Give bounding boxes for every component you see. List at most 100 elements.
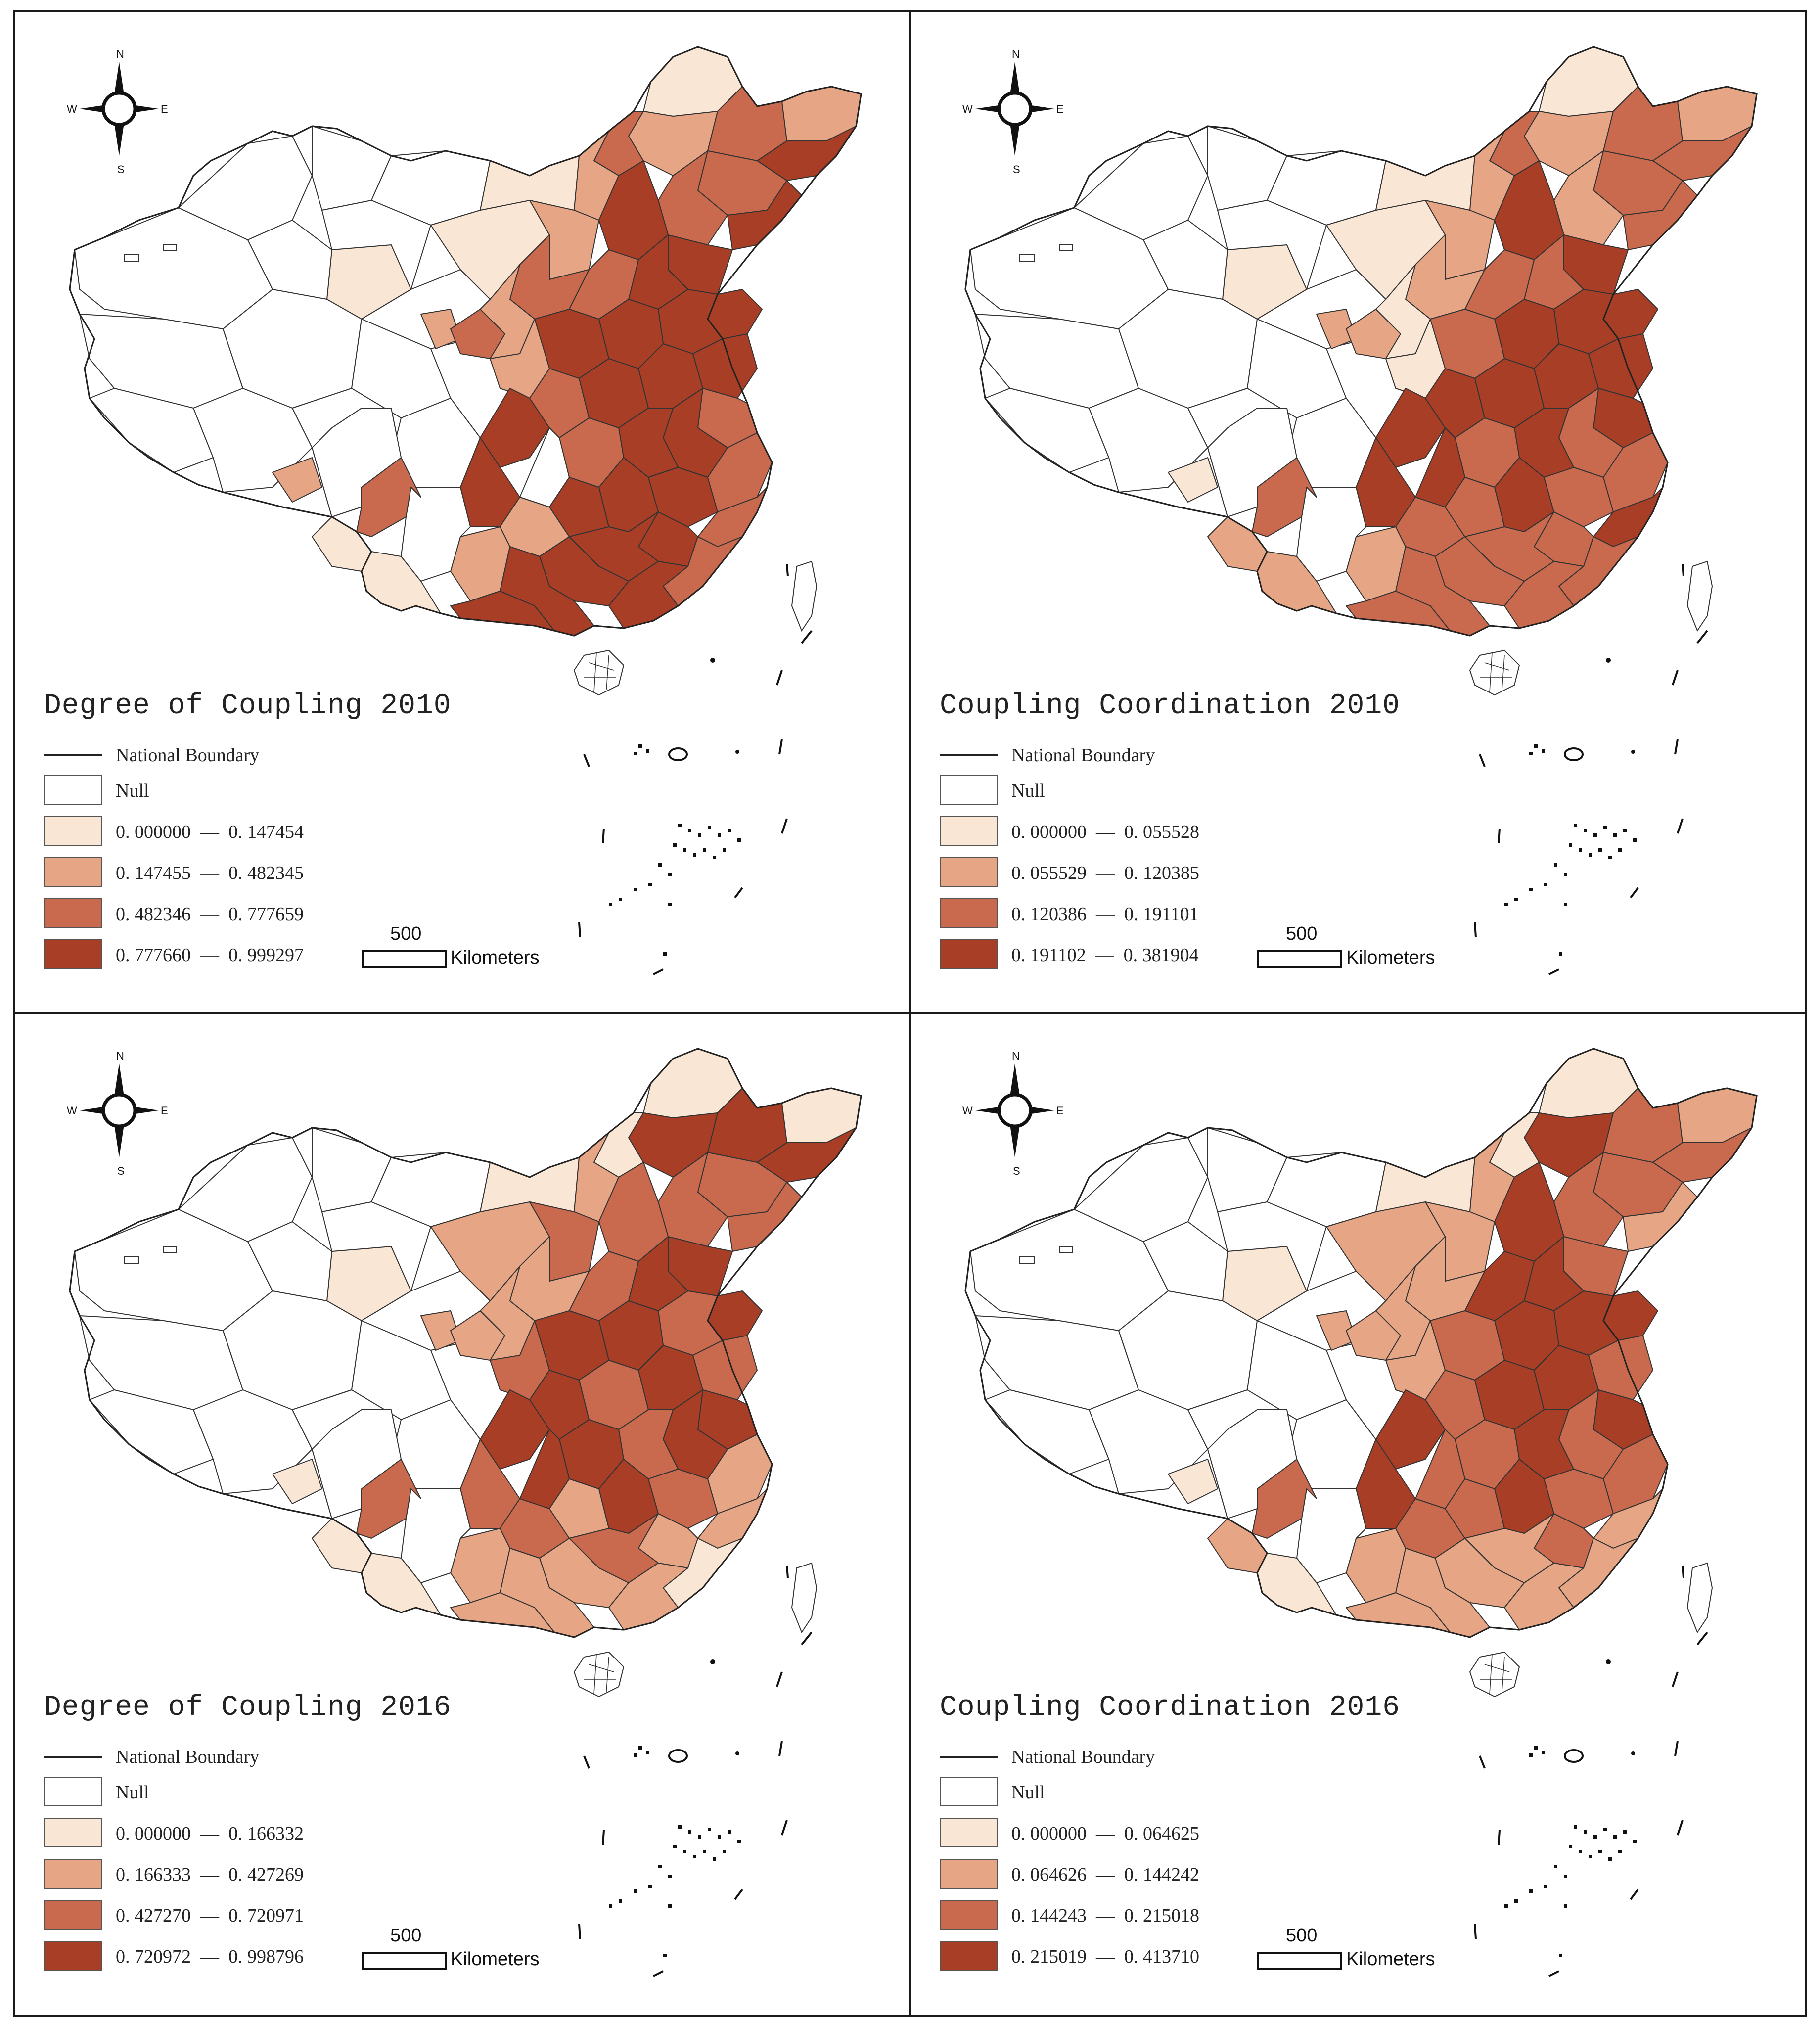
hainan-island bbox=[573, 649, 625, 696]
scale-unit: Kilometers bbox=[1346, 947, 1435, 968]
national-boundary-outline bbox=[964, 1048, 1758, 1638]
legend-range: 0. 147455 — 0. 482345 bbox=[116, 862, 304, 884]
region-polygon bbox=[312, 408, 402, 517]
range-high: 0. 998796 bbox=[228, 1946, 304, 1967]
legend-range: 0. 720972 — 0. 998796 bbox=[116, 1946, 304, 1968]
compass-label-e: E bbox=[161, 1105, 168, 1117]
compass-label-w: W bbox=[67, 1105, 77, 1117]
legend-range: 0. 000000 — 0. 147454 bbox=[116, 821, 304, 843]
legend-label: Null bbox=[116, 781, 149, 801]
scale-bar-box bbox=[362, 950, 447, 968]
legend-label: National Boundary bbox=[116, 1747, 260, 1767]
legend-swatch bbox=[44, 1818, 102, 1847]
scale-distance: 500 bbox=[1286, 923, 1318, 944]
scale-bar: 500 Kilometers bbox=[1257, 923, 1455, 968]
legend-swatch bbox=[940, 857, 998, 887]
map-title: Degree of Coupling 2016 bbox=[44, 1692, 452, 1724]
scale-distance: 500 bbox=[390, 1925, 422, 1946]
scale-bar-box bbox=[1257, 950, 1342, 968]
hainan-island bbox=[1469, 649, 1520, 696]
compass-label-s: S bbox=[117, 163, 125, 176]
range-separator: — bbox=[191, 1864, 228, 1885]
range-separator: — bbox=[191, 945, 228, 966]
china-map bbox=[964, 46, 1758, 975]
compass-label-n: N bbox=[1012, 1050, 1020, 1062]
range-separator: — bbox=[191, 1905, 228, 1926]
compass-label-n: N bbox=[1012, 48, 1020, 60]
range-separator: — bbox=[1087, 822, 1124, 842]
legend-label: Null bbox=[1011, 1782, 1045, 1803]
legend-range: 0. 427270 — 0. 720971 bbox=[116, 1905, 304, 1927]
range-high: 0. 215018 bbox=[1124, 1905, 1199, 1926]
legend-item-class-4: 0. 720972 — 0. 998796 bbox=[44, 1941, 489, 1973]
region-polygon bbox=[1296, 487, 1366, 582]
legend-item-class-2: 0. 064626 — 0. 144242 bbox=[940, 1859, 1385, 1890]
south-china-sea-dashes bbox=[1474, 1565, 1708, 1977]
range-low: 0. 777660 bbox=[116, 945, 191, 966]
legend-swatch bbox=[44, 898, 102, 928]
compass-label-w: W bbox=[962, 1105, 973, 1117]
boundary-line-symbol bbox=[940, 1756, 998, 1758]
legend-item-class-1: 0. 000000 — 0. 055528 bbox=[940, 816, 1385, 848]
legend-range: 0. 777660 — 0. 999297 bbox=[116, 944, 304, 966]
compass-label-s: S bbox=[117, 1165, 125, 1177]
national-boundary-outline bbox=[69, 1048, 862, 1638]
compass-label-e: E bbox=[1056, 1105, 1064, 1117]
islands bbox=[609, 1746, 741, 1957]
legend-item-class-4: 0. 191102 — 0. 381904 bbox=[940, 939, 1385, 971]
compass-label-n: N bbox=[116, 48, 124, 60]
region-polygon bbox=[401, 1488, 471, 1583]
scale-unit: Kilometers bbox=[451, 1949, 540, 1970]
legend-range: 0. 000000 — 0. 064625 bbox=[1011, 1823, 1199, 1844]
scale-bar: 500 Kilometers bbox=[362, 1925, 559, 1970]
legend-swatch bbox=[940, 898, 998, 928]
legend-swatch bbox=[940, 1941, 998, 1971]
range-high: 0. 147454 bbox=[228, 822, 304, 842]
compass-label-w: W bbox=[67, 103, 77, 115]
map-title: Coupling Coordination 2010 bbox=[940, 690, 1400, 722]
map-panel-coordination-2010: N S E W Coupling Coordination 2010 National B… bbox=[911, 12, 1805, 1011]
south-china-sea-dashes bbox=[578, 563, 813, 975]
range-low: 0. 191102 bbox=[1011, 945, 1086, 966]
taiwan-island bbox=[1686, 1562, 1713, 1634]
range-high: 0. 144242 bbox=[1124, 1864, 1199, 1885]
range-high: 0. 999297 bbox=[228, 945, 304, 966]
range-high: 0. 482345 bbox=[228, 863, 304, 883]
range-high: 0. 413710 bbox=[1124, 1946, 1199, 1967]
scale-bar: 500 Kilometers bbox=[1257, 1925, 1455, 1970]
panel-divider-horizontal bbox=[13, 1012, 1807, 1014]
region-polygon bbox=[1168, 1459, 1218, 1504]
range-high: 0. 191101 bbox=[1124, 904, 1199, 924]
range-separator: — bbox=[1087, 863, 1124, 883]
legend-swatch bbox=[940, 939, 998, 969]
north-arrow-compass: N S E W bbox=[962, 1050, 1064, 1177]
region-polygon bbox=[1296, 1488, 1366, 1583]
region-polygon bbox=[312, 1409, 402, 1519]
legend-swatch bbox=[940, 775, 998, 805]
islands bbox=[609, 744, 741, 956]
range-high: 0. 427269 bbox=[228, 1864, 304, 1885]
legend-label: National Boundary bbox=[1011, 1747, 1155, 1767]
compass-label-n: N bbox=[116, 1050, 124, 1062]
map-panel-coupling-2016: N S E W Degree of Coupling 2016 National Boun… bbox=[15, 1014, 910, 2012]
region-polygon bbox=[1247, 1320, 1347, 1420]
north-arrow-compass: N S E W bbox=[962, 48, 1064, 176]
scale-distance: 500 bbox=[390, 923, 422, 944]
range-separator: — bbox=[1087, 1823, 1124, 1844]
legend-swatch bbox=[44, 1777, 102, 1806]
taiwan-island bbox=[791, 1562, 818, 1634]
legend-range: 0. 055529 — 0. 120385 bbox=[1011, 862, 1199, 884]
legend-item-class-1: 0. 000000 — 0. 064625 bbox=[940, 1818, 1385, 1849]
legend-swatch bbox=[940, 816, 998, 846]
north-arrow-compass: N S E W bbox=[67, 48, 169, 176]
hainan-island bbox=[1469, 1651, 1520, 1698]
legend-label: National Boundary bbox=[116, 745, 260, 766]
region-polygon bbox=[1143, 1221, 1228, 1301]
region-polygon bbox=[1143, 220, 1228, 300]
legend-item-class-3: 0. 482346 — 0. 777659 bbox=[44, 898, 489, 930]
islands bbox=[1504, 1746, 1637, 1957]
range-high: 0. 381904 bbox=[1123, 945, 1199, 966]
legend-label: Null bbox=[1011, 781, 1045, 801]
legend-swatch bbox=[44, 1859, 102, 1889]
legend-item-boundary: National Boundary bbox=[44, 739, 489, 771]
